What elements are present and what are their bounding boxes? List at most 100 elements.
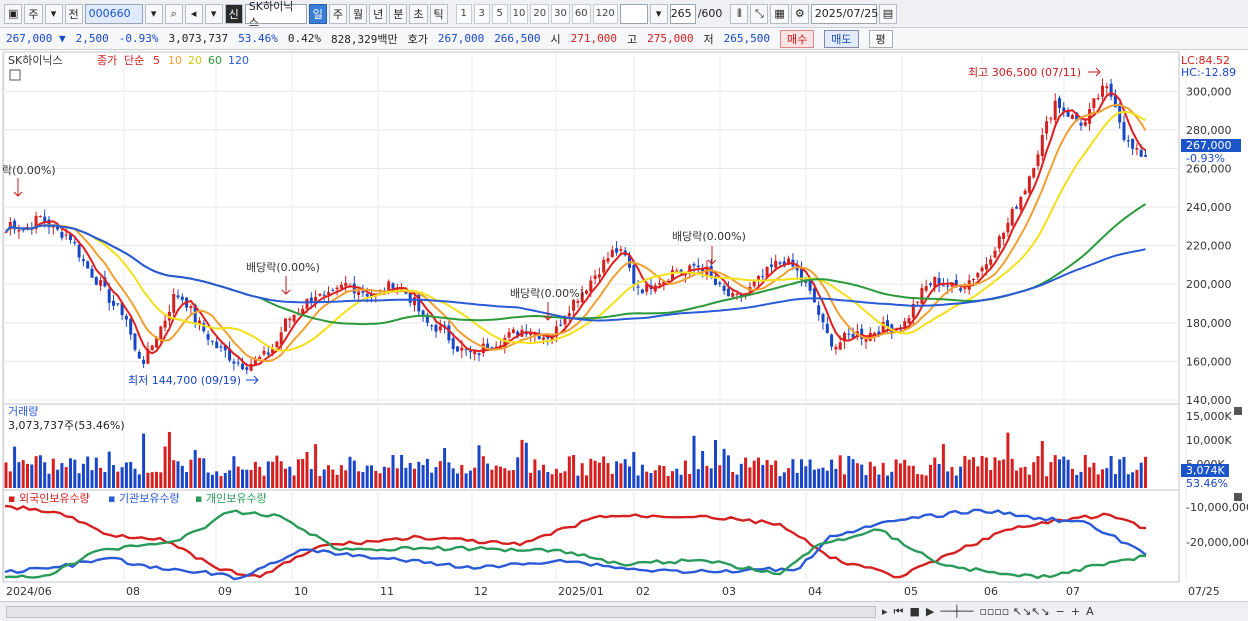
- interval-30[interactable]: 30: [551, 3, 570, 24]
- candle-body: [1105, 86, 1109, 88]
- period-select[interactable]: 주: [24, 3, 43, 24]
- x-axis-label: 04: [808, 585, 822, 598]
- volume-bar: [666, 475, 670, 488]
- candle-body: [451, 338, 455, 350]
- interval-10[interactable]: 10: [509, 3, 529, 24]
- gear-icon[interactable]: ⚙: [790, 3, 809, 24]
- date-input[interactable]: 2025/07/25: [810, 3, 878, 24]
- volume-bar: [1040, 441, 1044, 488]
- save-icon[interactable]: ▦: [770, 3, 789, 24]
- prev-button[interactable]: 전: [64, 3, 83, 24]
- volume-bar: [8, 471, 12, 488]
- volume-bar: [778, 476, 782, 488]
- tab-day[interactable]: 일: [308, 3, 327, 24]
- view-icons[interactable]: ▫▫▫▫ ↖↘↖↘: [979, 605, 1050, 618]
- tab-month[interactable]: 월: [349, 3, 368, 24]
- holdings-panel-close-icon[interactable]: [1234, 493, 1242, 501]
- interval-custom-input[interactable]: [619, 3, 648, 24]
- candle-body: [223, 344, 227, 351]
- candle-body: [542, 337, 545, 340]
- interval-1[interactable]: 1: [455, 3, 472, 24]
- candle-body: [984, 264, 988, 270]
- price-chart-svg[interactable]: SK하이닉스 종가 단순 5 10 20 60 120 LC:84.52 HC:…: [0, 50, 1248, 601]
- volume-bar: [765, 459, 769, 488]
- zoom-in-icon[interactable]: +: [1070, 605, 1081, 618]
- calendar-icon[interactable]: ▤: [878, 3, 898, 24]
- volume-bar: [847, 455, 851, 488]
- candle-body: [898, 328, 902, 330]
- zoom-out-icon[interactable]: −: [1055, 605, 1065, 618]
- horizontal-scrollbar[interactable]: [6, 605, 876, 618]
- price-tick: 280,000: [1186, 124, 1232, 137]
- volume-bar: [163, 446, 167, 488]
- play-icon[interactable]: ▶: [925, 605, 935, 618]
- volume-bar: [580, 463, 584, 488]
- candle-body: [13, 220, 17, 230]
- layout-icon[interactable]: ▣: [4, 3, 23, 24]
- candle-body: [408, 293, 412, 303]
- interval-3[interactable]: 3: [473, 3, 490, 24]
- interval-120[interactable]: 120: [592, 3, 618, 24]
- rewind-icon[interactable]: ⏮: [893, 604, 904, 618]
- volume-bar: [241, 469, 244, 488]
- tab-year[interactable]: 년: [369, 3, 388, 24]
- candle-body: [56, 226, 60, 230]
- price-tick: 300,000: [1186, 85, 1232, 98]
- candle-body: [993, 250, 997, 258]
- volume-bar: [155, 471, 158, 488]
- candle-body: [714, 276, 717, 285]
- volume-bar: [911, 465, 915, 488]
- chevron-down-icon[interactable]: ▾: [44, 3, 63, 24]
- tab-tick[interactable]: 틱: [429, 3, 448, 24]
- chart-area[interactable]: SK하이닉스 종가 단순 5 10 20 60 120 LC:84.52 HC:…: [0, 50, 1248, 601]
- price-panel: [2, 51, 1180, 405]
- line-tool-icon[interactable]: ⤡: [750, 3, 769, 24]
- buy-button[interactable]: 매수: [780, 29, 815, 48]
- search-icon[interactable]: ⌕: [164, 3, 183, 24]
- tab-second[interactable]: 초: [409, 3, 428, 24]
- scroll-right-icon[interactable]: ▸: [882, 605, 888, 618]
- candle-body: [567, 313, 571, 317]
- volume-bar: [499, 466, 502, 488]
- tab-week[interactable]: 주: [328, 3, 348, 24]
- volume-bar: [90, 470, 94, 488]
- table-icon[interactable]: [9, 69, 21, 81]
- volume-bar: [473, 467, 477, 488]
- sell-button[interactable]: 매도: [824, 29, 859, 48]
- zoom-slider[interactable]: ──┼──: [940, 605, 974, 618]
- volume-bar: [1105, 468, 1109, 488]
- candle-body: [4, 231, 8, 233]
- candle-body: [51, 225, 55, 228]
- speaker-icon[interactable]: ◂: [184, 3, 203, 24]
- code-input[interactable]: 000660: [84, 3, 143, 24]
- tab-minute[interactable]: 분: [389, 3, 408, 24]
- interval-dropdown-icon[interactable]: ▾: [649, 3, 668, 24]
- avg-button[interactable]: 평: [868, 29, 893, 48]
- count-input[interactable]: 265: [669, 3, 696, 24]
- candle-body: [937, 278, 941, 286]
- stop-icon[interactable]: ■: [909, 605, 920, 618]
- speaker-dropdown-icon[interactable]: ▾: [204, 3, 223, 24]
- candle-body: [120, 303, 124, 316]
- candle-body: [206, 334, 210, 340]
- volume-bar: [1066, 459, 1070, 488]
- candle-body: [81, 259, 85, 262]
- ma-line-20: [5, 110, 1146, 352]
- candle-icon[interactable]: ⫴: [730, 3, 749, 24]
- volume-panel-close-icon[interactable]: [1234, 407, 1242, 415]
- interval-60[interactable]: 60: [571, 3, 591, 24]
- candle-body: [860, 328, 864, 339]
- interval-5[interactable]: 5: [491, 3, 508, 24]
- volume-bar: [279, 461, 283, 488]
- volume-bar: [314, 444, 318, 488]
- volume-bar: [425, 458, 429, 488]
- candle-body: [69, 234, 72, 241]
- volume-bar: [94, 457, 98, 488]
- volume-bar: [602, 456, 606, 488]
- candle-body: [34, 215, 38, 229]
- interval-20[interactable]: 20: [530, 3, 550, 24]
- code-dropdown-icon[interactable]: ▾: [144, 3, 163, 24]
- candle-body: [1122, 122, 1126, 140]
- x-axis-label: 02: [636, 585, 650, 598]
- font-icon[interactable]: A: [1086, 605, 1094, 618]
